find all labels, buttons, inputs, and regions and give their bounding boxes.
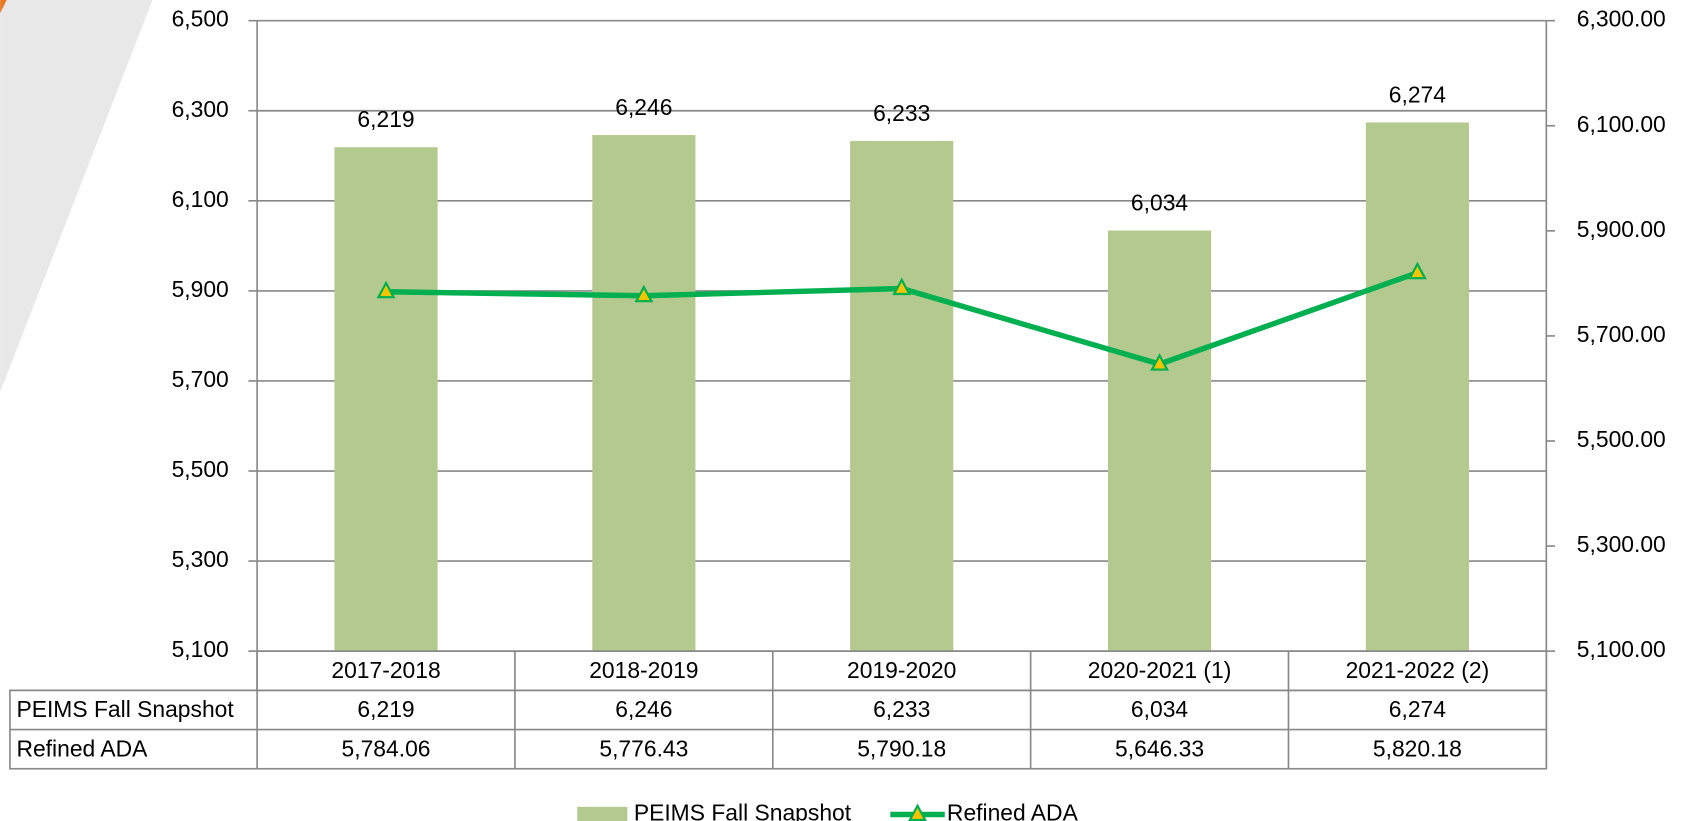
table-cell: 6,246 xyxy=(615,696,672,722)
y2-tick-label: 5,300.00 xyxy=(1577,531,1666,557)
legend-label: Refined ADA xyxy=(947,799,1079,821)
table-row-label: PEIMS Fall Snapshot xyxy=(16,696,234,722)
y-tick-label: 5,900 xyxy=(172,276,229,302)
table-cell: 6,219 xyxy=(357,696,414,722)
table-row-label: Refined ADA xyxy=(16,735,148,761)
background-shape xyxy=(0,0,153,392)
y2-tick-label: 5,500.00 xyxy=(1577,426,1666,452)
table-cell: 6,274 xyxy=(1389,696,1446,722)
bar-value-label: 6,274 xyxy=(1389,81,1446,107)
bar xyxy=(334,147,438,652)
y-tick-label: 6,100 xyxy=(172,186,229,212)
table-cell: 5,790.18 xyxy=(857,735,946,761)
legend-label: PEIMS Fall Snapshot xyxy=(634,799,852,821)
x-tick-label: 2021-2022 (2) xyxy=(1346,657,1490,683)
y-tick-label: 6,500 xyxy=(172,6,229,32)
table-cell: 5,784.06 xyxy=(342,735,431,761)
legend-marker xyxy=(908,803,927,821)
corner-accent xyxy=(0,0,7,14)
bar-value-label: 6,246 xyxy=(615,94,672,120)
line-marker xyxy=(1150,353,1169,371)
table-cell: 6,233 xyxy=(873,696,930,722)
x-tick-label: 2018-2019 xyxy=(589,657,698,683)
line-marker xyxy=(634,284,654,303)
line-marker xyxy=(892,277,912,296)
x-tick-label: 2017-2018 xyxy=(331,657,440,683)
line-marker xyxy=(376,280,396,299)
bar xyxy=(592,135,696,652)
x-tick-label: 2020-2021 (1) xyxy=(1088,657,1232,683)
table-cell: 5,646.33 xyxy=(1115,735,1204,761)
y2-tick-label: 6,100.00 xyxy=(1577,111,1666,137)
bar-value-label: 6,233 xyxy=(873,100,930,126)
table-cell: 5,776.43 xyxy=(599,735,688,761)
table-cell: 6,034 xyxy=(1131,696,1188,722)
bar-value-label: 6,219 xyxy=(357,106,414,132)
y-tick-label: 5,700 xyxy=(172,366,229,392)
y2-tick-label: 5,700.00 xyxy=(1577,321,1666,347)
table-cell: 5,820.18 xyxy=(1373,735,1462,761)
y2-tick-label: 5,100.00 xyxy=(1577,636,1666,662)
bar-value-label: 6,034 xyxy=(1131,189,1188,215)
y2-tick-label: 5,900.00 xyxy=(1577,216,1666,242)
y-tick-label: 6,300 xyxy=(172,96,229,122)
line-marker xyxy=(1407,261,1427,280)
legend-swatch xyxy=(577,806,628,821)
bar xyxy=(850,140,954,652)
y-tick-label: 5,500 xyxy=(172,456,229,482)
y-tick-label: 5,300 xyxy=(172,546,229,572)
bar xyxy=(1107,230,1212,652)
y-tick-label: 5,100 xyxy=(172,636,229,662)
x-tick-label: 2019-2020 xyxy=(847,657,956,683)
bar xyxy=(1365,122,1469,652)
y2-tick-label: 6,300.00 xyxy=(1577,6,1666,32)
